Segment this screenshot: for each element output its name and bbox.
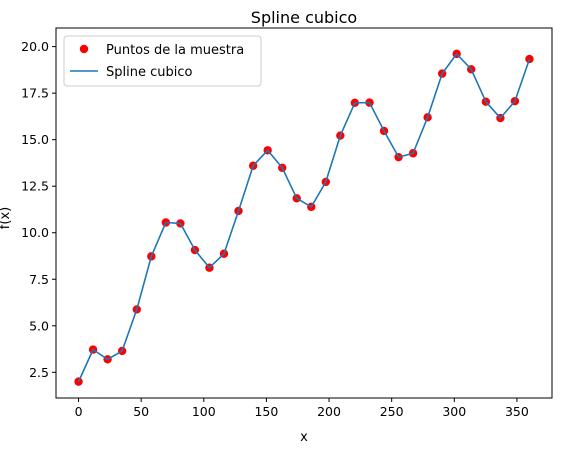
y-tick-label: 12.5 [21,179,49,194]
y-tick-label: 15.0 [21,132,49,147]
legend-label-scatter: Puntos de la muestra [106,43,244,58]
y-tick-label: 20.0 [21,39,49,54]
y-tick-label: 7.5 [29,272,49,287]
x-tick-label: 0 [75,404,83,419]
legend-label-spline: Spline cubico [106,65,192,80]
y-tick-label: 2.5 [29,365,49,380]
y-tick-label: 5.0 [29,318,49,333]
chart-title: Spline cubico [251,8,357,27]
sample-point [74,377,83,386]
x-tick-label: 200 [317,404,341,419]
plot-frame [55,27,553,399]
legend: Puntos de la muestra Spline cubico [63,35,262,87]
y-axis-label: f(x) [0,207,13,229]
legend-marker-scatter [79,44,89,54]
x-tick-label: 300 [442,404,466,419]
x-axis-label: x [300,430,308,445]
sample-point [525,54,534,64]
legend-frame [63,35,262,87]
x-tick-label: 50 [133,404,149,419]
y-tick-label: 10.0 [21,225,49,240]
x-tick-label: 250 [380,404,404,419]
x-tick-label: 350 [505,404,529,419]
x-tick-label: 150 [254,404,278,419]
y-tick-label: 17.5 [21,86,49,101]
y-axis-ticks: 2.5 5.0 7.5 10.0 12.5 15.0 17.5 20.0 [21,39,56,380]
x-axis-ticks: 0 50 100 150 200 250 300 350 [75,398,529,419]
spline-line [77,53,531,382]
x-tick-label: 100 [192,404,216,419]
plot-series [74,49,534,386]
